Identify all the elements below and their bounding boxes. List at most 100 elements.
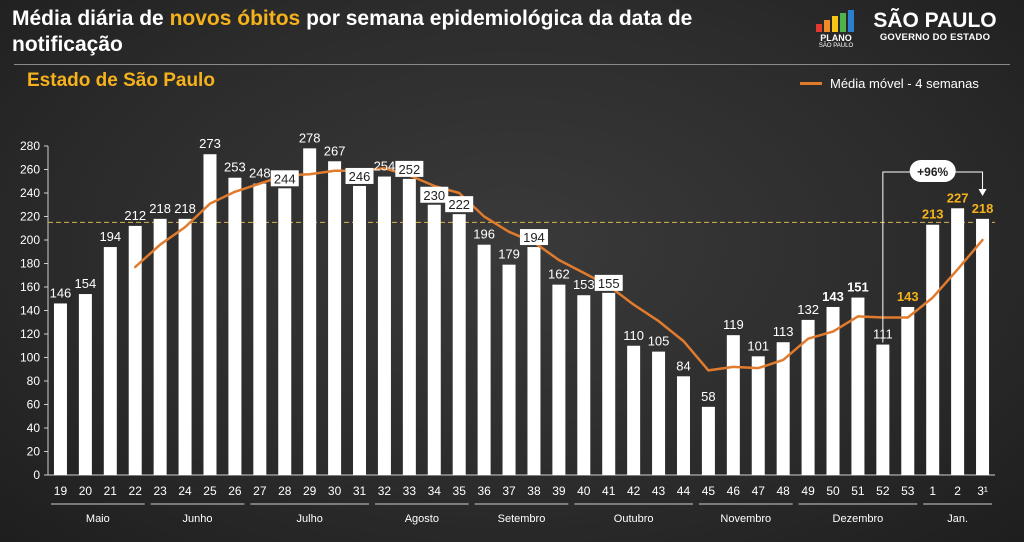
data-label: 213 [922, 207, 944, 222]
bar [153, 218, 167, 475]
month-label: Outubro [614, 513, 654, 525]
y-tick-label: 240 [20, 186, 40, 200]
x-tick-label: 39 [552, 484, 566, 498]
x-tick-label: 47 [752, 484, 766, 498]
bar [477, 244, 491, 475]
data-label-box [345, 167, 374, 184]
x-tick-label: 45 [702, 484, 716, 498]
y-tick-label: 20 [27, 445, 41, 459]
month-label: Julho [297, 513, 323, 525]
bar [203, 154, 217, 475]
x-tick-label: 22 [129, 484, 143, 498]
x-tick-label: 52 [876, 484, 890, 498]
x-tick-label: 28 [278, 484, 292, 498]
y-tick-label: 0 [33, 468, 40, 482]
x-tick-label: 37 [502, 484, 516, 498]
month-label: Dezembro [833, 513, 884, 525]
bar [452, 214, 466, 475]
legend-line-swatch [800, 82, 822, 85]
data-label-box [445, 196, 474, 213]
bar [602, 292, 616, 475]
x-tick-label: 3¹ [977, 484, 988, 498]
annotation-badge [909, 160, 956, 182]
x-tick-label: 35 [453, 484, 467, 498]
data-label: 273 [199, 136, 221, 151]
legend-label: Média móvel - 4 semanas [830, 76, 979, 91]
annotation-text: +96% [917, 165, 948, 179]
x-tick-label: 40 [577, 484, 591, 498]
data-label: 267 [324, 143, 346, 158]
bar [876, 344, 890, 475]
bar [726, 335, 740, 475]
y-tick-label: 280 [20, 139, 40, 153]
bar [627, 345, 641, 475]
x-tick-label: 31 [353, 484, 367, 498]
plano-sao-paulo-logo: PLANO SÃO PAULO [812, 10, 860, 54]
y-tick-label: 260 [20, 163, 40, 177]
y-tick-label: 100 [20, 351, 40, 365]
x-tick-label: 19 [54, 484, 68, 498]
data-label: 212 [124, 208, 146, 223]
bar [303, 148, 317, 475]
bar [552, 284, 566, 475]
data-label: 84 [676, 358, 690, 373]
x-tick-label: 30 [328, 484, 342, 498]
x-tick-label: 42 [627, 484, 641, 498]
data-label: 143 [897, 289, 919, 304]
bar [253, 183, 267, 475]
annotation-arrow [978, 189, 987, 196]
data-label: 230 [423, 188, 445, 203]
month-label: Junho [183, 513, 213, 525]
data-label-box [519, 229, 548, 246]
bar [751, 356, 765, 475]
bar [577, 295, 591, 475]
data-label: 58 [701, 389, 715, 404]
x-tick-label: 32 [378, 484, 392, 498]
data-label: 244 [274, 171, 296, 186]
bar [851, 297, 865, 475]
x-tick-label: 23 [153, 484, 167, 498]
bar [278, 188, 292, 476]
bar [901, 306, 915, 475]
data-label: 254 [374, 159, 396, 174]
x-tick-label: 43 [652, 484, 666, 498]
data-label: 252 [399, 162, 421, 177]
bar [53, 303, 67, 475]
chart-subtitle: Estado de São Paulo [27, 70, 215, 91]
data-label: 113 [773, 324, 794, 339]
bar [353, 185, 367, 475]
bar [652, 351, 666, 475]
x-tick-label: 20 [79, 484, 93, 498]
data-label: 196 [473, 227, 495, 242]
data-label: 155 [598, 276, 620, 291]
x-tick-label: 34 [428, 484, 442, 498]
bar [128, 225, 142, 475]
x-tick-label: 50 [826, 484, 840, 498]
bar [328, 161, 342, 475]
title-highlight: novos óbitos [169, 7, 301, 30]
x-tick-label: 49 [801, 484, 815, 498]
y-tick-label: 200 [20, 233, 40, 247]
x-tick-label: 27 [253, 484, 267, 498]
data-label: 248 [249, 166, 271, 181]
month-label: Novembro [720, 513, 771, 525]
legend: Média móvel - 4 semanas [800, 76, 979, 91]
bar [776, 342, 790, 475]
bar [178, 218, 192, 475]
month-label: Setembro [498, 513, 546, 525]
data-label: 153 [573, 277, 595, 292]
bar [951, 208, 965, 475]
chart-title: Média diária de novos óbitos por semana … [12, 7, 693, 56]
data-label: 227 [947, 190, 969, 205]
data-label: 218 [174, 201, 196, 216]
x-tick-label: 1 [929, 484, 936, 498]
x-tick-label: 44 [677, 484, 691, 498]
data-label: 246 [349, 169, 371, 184]
data-label: 162 [548, 267, 570, 282]
header-separator [14, 64, 1010, 65]
y-tick-label: 60 [27, 398, 41, 412]
y-tick-label: 160 [20, 280, 40, 294]
bar [377, 176, 391, 476]
x-tick-label: 24 [178, 484, 192, 498]
